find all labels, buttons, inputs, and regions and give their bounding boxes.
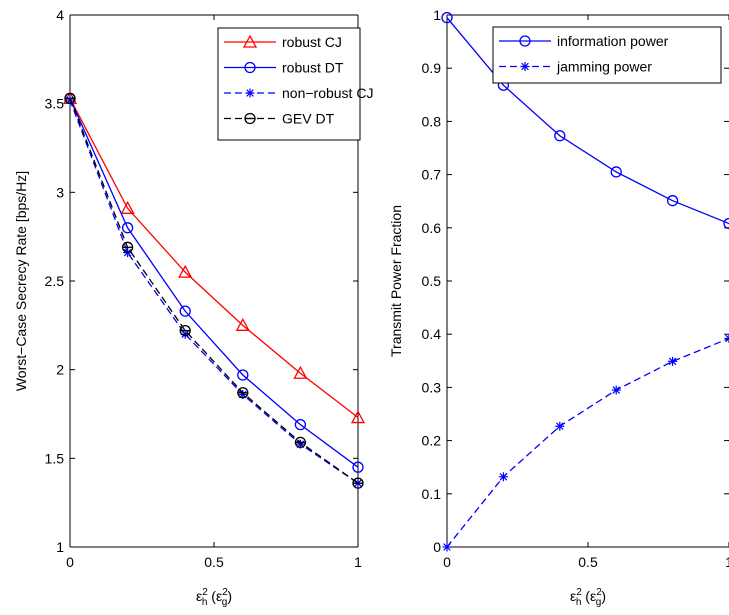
y-tick-label: 0.5 (422, 273, 442, 289)
x-tick-label: 1 (354, 554, 362, 570)
series-gev-dt (64, 92, 364, 489)
series-robust-cj (62, 90, 366, 424)
series-non-robust-cj (65, 95, 363, 488)
y-tick-label: 1 (433, 7, 441, 23)
y-tick-label: 1.5 (45, 450, 65, 466)
legend-marker (520, 62, 530, 71)
data-point (350, 410, 366, 424)
data-point (723, 217, 729, 230)
legend-entry: jamming power (499, 59, 652, 75)
data-point (121, 241, 134, 253)
data-point (235, 317, 250, 331)
data-point (555, 421, 565, 431)
legend-marker (519, 35, 531, 47)
y-tick-label: 3 (56, 184, 64, 200)
series-line (69, 98, 359, 419)
data-point (352, 461, 364, 473)
legend: robust CJ robust DT non−robust CJ GEV DT (217, 27, 373, 141)
data-point (178, 264, 193, 278)
data-point (554, 130, 566, 142)
y-tick-label: 0.1 (422, 486, 442, 502)
x-tick-label: 0 (443, 554, 451, 570)
data-point (120, 200, 135, 214)
legend-label: jamming power (556, 59, 652, 75)
legend-label: GEV DT (282, 111, 335, 127)
data-point (64, 92, 76, 104)
y-tick-label: 0 (433, 539, 441, 555)
legend-entry: information power (499, 33, 669, 49)
data-point (441, 12, 453, 24)
series-robust-dt (64, 92, 364, 473)
legend-marker (242, 34, 258, 48)
right-chart: 0 0.1 0.2 0.3 0.4 0.5 0.6 0.7 0.8 0.9 1 0 0.5 1 ε2h (ε… (388, 7, 729, 608)
legend: information power jamming power (492, 26, 722, 84)
y-tick-label: 0.7 (422, 167, 442, 183)
legend-label: robust DT (282, 60, 344, 76)
data-point (724, 333, 729, 343)
legend-marker (244, 112, 256, 125)
x-tick-label: 0.5 (204, 554, 224, 570)
x-axis-label: ε2 h (ε2 g) (196, 587, 232, 608)
data-point (293, 365, 308, 379)
x-axis-label: ε2 h (ε2 g) (570, 587, 606, 608)
legend-box (492, 26, 722, 84)
series-line (446, 337, 729, 548)
y-tick-label: 0.8 (422, 113, 442, 129)
y-tick-label: 1 (56, 539, 64, 555)
data-point (666, 195, 679, 207)
legend-label: robust CJ (282, 34, 342, 50)
axes-frame (446, 14, 729, 548)
y-tick-label: 2.5 (45, 273, 65, 289)
data-point (668, 356, 678, 366)
data-point (610, 166, 622, 178)
y-tick-label: 4 (56, 7, 64, 23)
legend-marker (244, 61, 256, 74)
legend-entry: robust DT (224, 60, 344, 76)
data-point (237, 387, 249, 399)
data-point (237, 369, 249, 381)
data-point (498, 472, 508, 482)
data-point (294, 436, 307, 449)
data-point (121, 222, 134, 234)
y-tick-label: 0.3 (422, 379, 442, 395)
data-point (611, 385, 621, 395)
data-point (179, 325, 191, 337)
data-point (352, 477, 364, 489)
data-point (294, 418, 307, 431)
series-line (69, 98, 359, 468)
legend-entry: GEV DT (224, 111, 335, 127)
y-tick-label: 2 (56, 362, 64, 378)
legend-marker (245, 88, 255, 98)
series-jamming-power (442, 333, 729, 552)
y-tick-label: 3.5 (45, 96, 65, 112)
data-point (442, 542, 452, 552)
legend-entry: non−robust CJ (224, 85, 373, 101)
legend-entry: robust CJ (224, 34, 342, 50)
left-chart: 1 1.5 2 2.5 3 3.5 4 0 0.5 1 ε2 h (ε2 g) Worst−Case Se… (13, 7, 373, 608)
x-tick-label: 0 (66, 554, 74, 570)
legend-label: information power (557, 33, 669, 49)
y-axis-label: Transmit Power Fraction (388, 205, 404, 357)
y-axis-label: Worst−Case Secrecy Rate [bps/Hz] (13, 171, 29, 391)
legend-label: non−robust CJ (282, 85, 373, 101)
legend-box (217, 27, 361, 141)
data-point (179, 305, 191, 317)
x-tick-label: 1 (725, 554, 729, 570)
series-line (69, 99, 359, 484)
y-tick-label: 0.9 (422, 60, 442, 76)
series-line (69, 98, 359, 484)
y-tick-label: 0.4 (422, 326, 442, 342)
y-tick-label: 0.6 (422, 220, 442, 236)
y-tick-label: 0.2 (422, 433, 442, 449)
x-tick-label: 0.5 (578, 554, 598, 570)
